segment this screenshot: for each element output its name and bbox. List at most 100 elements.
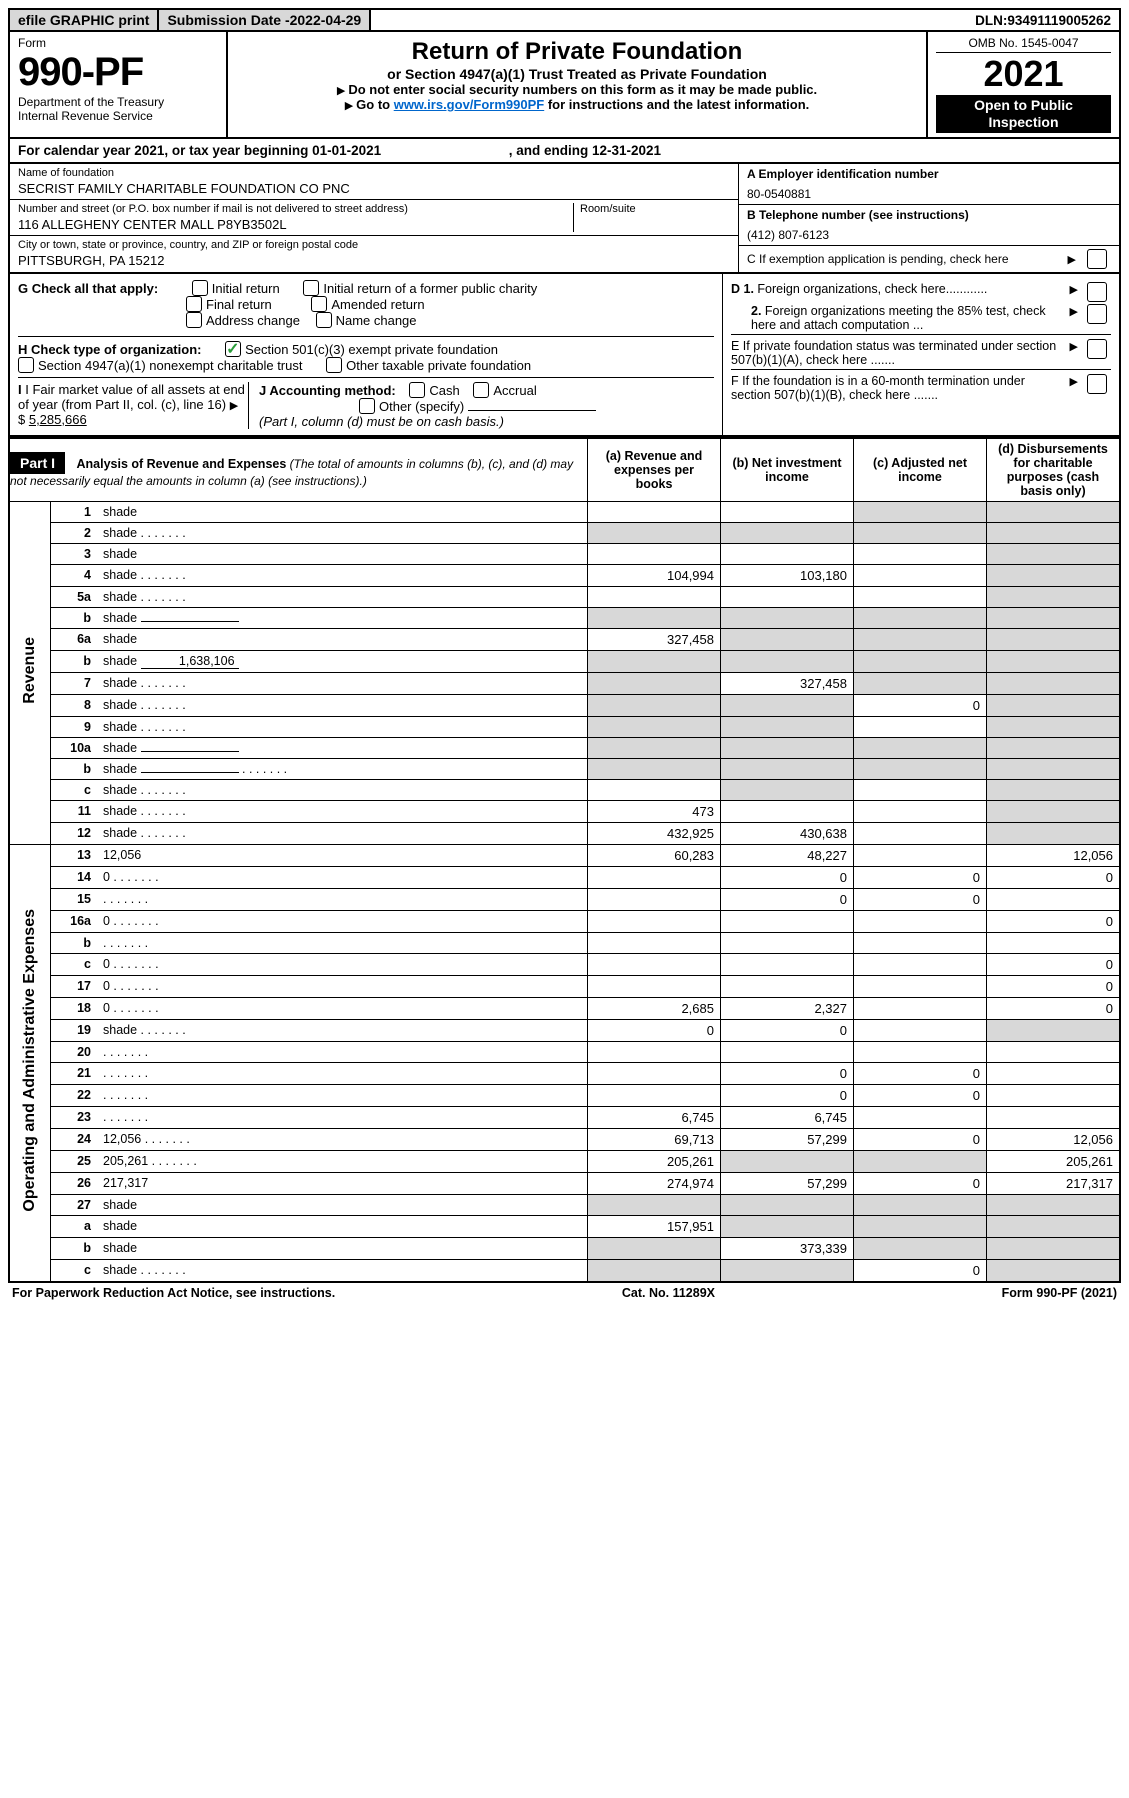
city-cell: City or town, state or province, country… (10, 236, 738, 271)
section-h: H Check type of organization: Section 50… (18, 336, 714, 373)
triangle-icon (337, 82, 348, 97)
phone-cell: B Telephone number (see instructions) (4… (739, 205, 1119, 246)
dln-value: 93491119005262 (1007, 13, 1111, 28)
e-checkbox[interactable] (1087, 339, 1107, 359)
table-row: 25205,261 . . . . . . .205,261205,261 (9, 1150, 1120, 1172)
final-return-checkbox[interactable] (186, 296, 202, 312)
tax-year: 2021 (936, 53, 1111, 95)
501c3-checkbox[interactable] (225, 341, 241, 357)
section-f: F If the foundation is in a 60-month ter… (731, 369, 1111, 402)
tax-year-end: 12-31-2021 (592, 143, 661, 158)
4947a1-checkbox[interactable] (18, 357, 34, 373)
efile-print-button[interactable]: efile GRAPHIC print (10, 10, 159, 30)
section-d1: D 1. D 1. Foreign organizations, check h… (731, 282, 1111, 302)
submission-date: Submission Date - 2022-04-29 (159, 10, 371, 30)
foundation-name-cell: Name of foundation SECRIST FAMILY CHARIT… (10, 164, 738, 200)
table-row: 2shade . . . . . . . (9, 522, 1120, 543)
table-row: bshade 1,638,106 (9, 650, 1120, 672)
address-change-checkbox[interactable] (186, 312, 202, 328)
table-row: 180 . . . . . . .2,6852,3270 (9, 997, 1120, 1019)
omb-number: OMB No. 1545-0047 (936, 36, 1111, 53)
table-row: Operating and Administrative Expenses131… (9, 844, 1120, 866)
other-taxable-checkbox[interactable] (326, 357, 342, 373)
city-state-zip: PITTSBURGH, PA 15212 (18, 251, 730, 268)
table-row: 10ashade (9, 737, 1120, 758)
col-d-header: (d) Disbursements for charitable purpose… (987, 438, 1121, 502)
identity-block: Name of foundation SECRIST FAMILY CHARIT… (8, 164, 1121, 274)
table-row: 2412,056 . . . . . . .69,71357,299012,05… (9, 1128, 1120, 1150)
form-number: 990-PF (18, 50, 218, 95)
dln-label: DLN: (975, 13, 1007, 28)
table-row: 15 . . . . . . .00 (9, 888, 1120, 910)
tax-year-begin: 01-01-2021 (312, 143, 381, 158)
top-bar: efile GRAPHIC print Submission Date - 20… (8, 8, 1121, 32)
table-row: ashade157,951 (9, 1215, 1120, 1237)
d1-checkbox[interactable] (1087, 282, 1107, 302)
table-row: bshade . . . . . . . (9, 758, 1120, 779)
name-change-checkbox[interactable] (316, 312, 332, 328)
accrual-checkbox[interactable] (473, 382, 489, 398)
checks-block: G Check all that apply: Initial return I… (8, 274, 1121, 437)
form-word: Form (18, 36, 218, 50)
table-row: 140 . . . . . . .000 (9, 866, 1120, 888)
table-row: c0 . . . . . . .0 (9, 953, 1120, 975)
f-checkbox[interactable] (1087, 374, 1107, 394)
form-title: Return of Private Foundation (236, 38, 918, 66)
table-row: 12shade . . . . . . .432,925430,638 (9, 822, 1120, 844)
footer-catno: Cat. No. 11289X (622, 1286, 715, 1300)
part1-title: Analysis of Revenue and Expenses (77, 457, 287, 471)
section-g: G Check all that apply: Initial return I… (18, 280, 714, 328)
fmv-value: 5,285,666 (29, 412, 87, 427)
table-row: 7shade . . . . . . .327,458 (9, 672, 1120, 694)
d2-checkbox[interactable] (1087, 304, 1107, 324)
table-row: 4shade . . . . . . .104,994103,180 (9, 564, 1120, 586)
header-left: Form 990-PF Department of the Treasury I… (10, 32, 228, 137)
note-goto-b: for instructions and the latest informat… (544, 97, 809, 112)
street-address: 116 ALLEGHENY CENTER MALL P8YB3502L (18, 215, 573, 232)
initial-return-checkbox[interactable] (192, 280, 208, 296)
table-row: cshade . . . . . . .0 (9, 1259, 1120, 1282)
table-row: 21 . . . . . . .00 (9, 1062, 1120, 1084)
table-row: 22 . . . . . . .00 (9, 1084, 1120, 1106)
address-cell: Number and street (or P.O. box number if… (10, 200, 738, 236)
room-suite-label: Room/suite (580, 203, 730, 215)
other-method-checkbox[interactable] (359, 398, 375, 414)
col-b-header: (b) Net investment income (721, 438, 854, 502)
table-row: 8shade . . . . . . .0 (9, 694, 1120, 716)
table-row: 5ashade . . . . . . . (9, 586, 1120, 607)
footer-right: Form 990-PF (2021) (1002, 1286, 1117, 1300)
initial-return-former-checkbox[interactable] (303, 280, 319, 296)
table-row: 9shade . . . . . . . (9, 716, 1120, 737)
amended-return-checkbox[interactable] (311, 296, 327, 312)
table-row: 170 . . . . . . .0 (9, 975, 1120, 997)
ein-value: 80-0540881 (747, 181, 1111, 201)
table-row: cshade . . . . . . . (9, 779, 1120, 800)
calendar-year-row: For calendar year 2021, or tax year begi… (8, 139, 1121, 164)
cash-checkbox[interactable] (409, 382, 425, 398)
table-row: bshade373,339 (9, 1237, 1120, 1259)
section-d2: 2. Foreign organizations meeting the 85%… (731, 304, 1111, 332)
triangle-icon (1068, 252, 1079, 266)
col-a-header: (a) Revenue and expenses per books (588, 438, 721, 502)
table-row: Revenue1shade (9, 501, 1120, 522)
spacer (371, 10, 967, 30)
page-footer: For Paperwork Reduction Act Notice, see … (8, 1283, 1121, 1303)
table-row: 27shade (9, 1194, 1120, 1215)
side-label: Operating and Administrative Expenses (9, 844, 51, 1282)
table-row: 20 . . . . . . . (9, 1041, 1120, 1062)
dln: DLN: 93491119005262 (967, 10, 1119, 30)
table-row: 26217,317274,97457,2990217,317 (9, 1172, 1120, 1194)
footer-left: For Paperwork Reduction Act Notice, see … (12, 1286, 335, 1300)
table-row: 11shade . . . . . . .473 (9, 800, 1120, 822)
ein-cell: A Employer identification number 80-0540… (739, 164, 1119, 205)
irs-link[interactable]: www.irs.gov/Form990PF (394, 97, 545, 112)
table-row: bshade (9, 607, 1120, 628)
dept-label: Department of the Treasury (18, 95, 218, 109)
exemption-checkbox[interactable] (1087, 249, 1107, 269)
note-ssn: Do not enter social security numbers on … (348, 82, 817, 97)
side-label: Revenue (9, 501, 51, 844)
form-header: Form 990-PF Department of the Treasury I… (8, 32, 1121, 139)
irs-label: Internal Revenue Service (18, 109, 218, 123)
note-goto-a: Go to (356, 97, 394, 112)
open-to-public: Open to PublicInspection (936, 95, 1111, 133)
